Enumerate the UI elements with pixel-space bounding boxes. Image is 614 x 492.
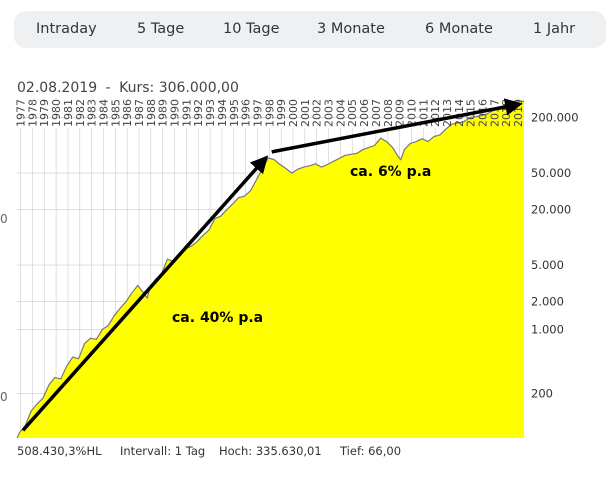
tab-intraday[interactable]: Intraday: [36, 21, 97, 37]
x-tick-label: 1981: [62, 99, 75, 127]
x-tick-label: 1977: [15, 99, 28, 127]
price-date: 02.08.2019: [17, 80, 98, 96]
x-tick-label: 1994: [216, 99, 229, 127]
price-separator: -: [105, 80, 111, 96]
trend-label: ca. 40% p.a: [172, 310, 263, 326]
x-tick-label: 2017: [488, 99, 501, 127]
x-tick-label: 2005: [346, 99, 359, 127]
x-tick-label: 2000: [287, 99, 300, 127]
footer-high: Hoch: 335.630,01: [219, 444, 322, 458]
x-tick-label: 1995: [228, 99, 241, 127]
price-line: [16, 100, 525, 439]
x-tick-label: 1998: [263, 99, 276, 127]
x-tick-label: 2006: [358, 99, 371, 127]
x-tick-label: 1989: [157, 99, 170, 127]
x-tick-label: 1987: [133, 99, 146, 127]
x-tick-label: 1996: [240, 99, 253, 127]
footer-change: 508.430,3%HL: [17, 444, 102, 458]
x-tick-label: 1993: [204, 99, 217, 127]
x-tick-label: 2004: [334, 99, 347, 127]
trend-arrow: [271, 98, 523, 154]
x-tick-label: 2009: [394, 99, 407, 127]
x-tick-label: 1982: [74, 99, 87, 127]
x-tick-label: 2008: [382, 99, 395, 127]
x-tick-label: 1986: [121, 99, 134, 127]
x-tick-label: 2002: [311, 99, 324, 127]
timeframe-tabbar: Intraday 5 Tage 10 Tage 3 Monate 6 Monat…: [14, 11, 606, 48]
x-tick-label: 2007: [370, 99, 383, 127]
tab-3-monate[interactable]: 3 Monate: [317, 21, 385, 37]
x-tick-label: 2014: [453, 99, 466, 127]
footer-interval: Intervall: 1 Tag: [120, 444, 206, 458]
x-tick-label: 2003: [323, 99, 336, 127]
price-area: [17, 100, 524, 438]
x-tick-label: 1990: [169, 99, 182, 127]
y-tick-label: 50.000: [531, 166, 571, 180]
y-tick-label: 20.000: [531, 203, 571, 217]
trend-arrow: [21, 155, 269, 432]
y-tick-label: 200.000: [531, 111, 579, 125]
x-tick-label: 1979: [38, 99, 51, 127]
x-tick-label: 1997: [251, 99, 264, 127]
x-tick-label: 1983: [86, 99, 99, 127]
y-tick-label: 200: [531, 387, 553, 401]
x-tick-label: 2011: [417, 99, 430, 127]
price-info: 02.08.2019 - Kurs: 306.000,00: [17, 80, 239, 96]
x-tick-label: 1992: [192, 99, 205, 127]
x-tick-label: 1980: [50, 99, 63, 127]
x-tick-label: 2001: [299, 99, 312, 127]
x-tick-label: 1984: [97, 99, 110, 127]
footer-low: Tief: 66,00: [340, 444, 402, 458]
x-tick-label: 2010: [405, 99, 418, 127]
x-tick-label: 2016: [477, 99, 490, 127]
x-tick-label: 1985: [109, 99, 122, 127]
left-edge-mark: 0: [0, 390, 8, 404]
tab-5-tage[interactable]: 5 Tage: [137, 21, 185, 37]
tab-1-jahr[interactable]: 1 Jahr: [533, 21, 576, 37]
price-kurs: Kurs: 306.000,00: [119, 80, 239, 96]
tab-6-monate[interactable]: 6 Monate: [425, 21, 493, 37]
x-tick-label: 1978: [26, 99, 39, 127]
y-tick-label: 5.000: [531, 258, 564, 272]
y-tick-label: 2.000: [531, 295, 564, 309]
tab-10-tage[interactable]: 10 Tage: [223, 21, 280, 37]
x-tick-label: 1988: [145, 99, 158, 127]
x-tick-label: 1999: [275, 99, 288, 127]
left-edge-mark: 0: [0, 212, 8, 226]
y-tick-label: 1.000: [531, 322, 564, 336]
trend-label: ca. 6% p.a: [350, 164, 431, 180]
x-tick-label: 1991: [180, 99, 193, 127]
